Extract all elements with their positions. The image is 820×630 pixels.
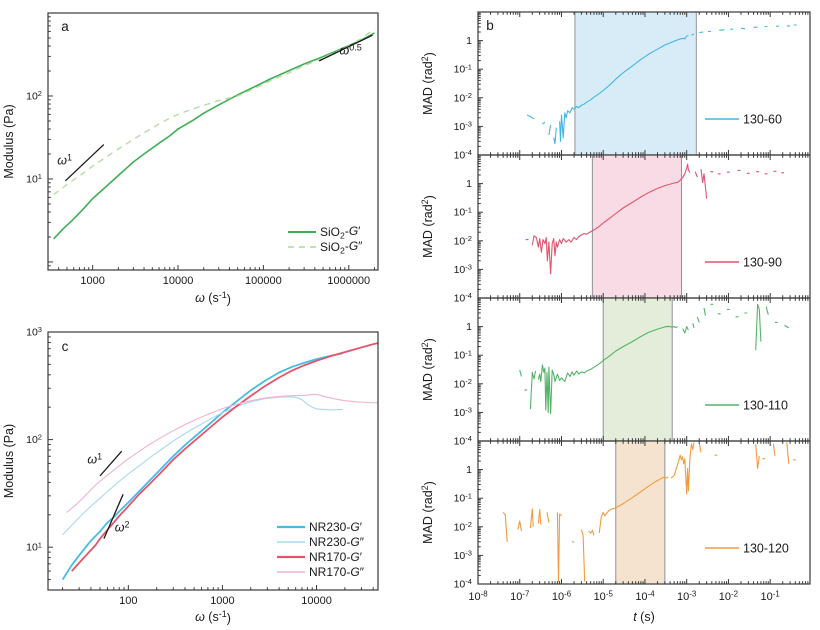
slope-annotation: ω0.5 xyxy=(339,43,361,58)
y-tick-label: 10-2 xyxy=(454,234,472,247)
legend-label: 130-90 xyxy=(743,256,782,270)
y-axis-label: Modulus (Pa) xyxy=(2,424,16,498)
legend-label: 130-110 xyxy=(743,399,788,413)
x-axis-label: t (s) xyxy=(633,610,655,624)
plot-border xyxy=(47,12,379,271)
y-tick-label: 103 xyxy=(26,325,42,338)
y-tick-label: 10-1 xyxy=(454,348,472,361)
series-SiO2-G xyxy=(53,32,375,240)
y-tick-label: 10-1 xyxy=(454,62,472,75)
y-tick-label: 10-3 xyxy=(454,262,472,275)
x-tick-label: 10-8 xyxy=(468,589,488,603)
highlight-band xyxy=(615,441,665,584)
series-NR230-G xyxy=(62,396,343,536)
subplot: 10-4 10-3 10-2 10-1 1 xyxy=(454,11,811,162)
x-axis-label: ω (s-1) xyxy=(195,290,231,307)
y-tick-label: 10-2 xyxy=(454,91,472,104)
y-tick-label: 1 xyxy=(466,178,472,190)
x-tick-label: 100 xyxy=(119,595,137,607)
y-axis-label: Modulus (Pa) xyxy=(2,104,16,178)
y-axis-label: MAD (rad2) xyxy=(420,195,437,258)
y-tick-label: 10-4 xyxy=(454,148,472,161)
y-tick-label: 10-2 xyxy=(454,377,472,390)
panel-label-c: c xyxy=(62,339,69,354)
slope-annotation: ω1 xyxy=(87,451,102,466)
legend-label: 130-120 xyxy=(743,542,789,556)
panel-c-chart: 100 1000 10000 101 102 103 ω1 ω2 c ω (s-1) Modulus… xyxy=(2,325,379,626)
legend-label: 130-60 xyxy=(743,113,782,127)
y-tick-label: 10-3 xyxy=(454,548,472,561)
slope-annotation: ω2 xyxy=(115,519,130,534)
y-tick-label: 10-3 xyxy=(454,405,472,418)
x-tick-label: 100000 xyxy=(245,275,282,287)
subplot: 10-4 10-3 10-2 10-1 1 xyxy=(454,297,811,448)
highlight-band xyxy=(603,298,673,441)
slope-guide-line xyxy=(99,450,123,477)
x-axis-label: ω (s-1) xyxy=(195,609,231,626)
legend-label: NR230-G″ xyxy=(309,535,365,549)
y-tick-label: 102 xyxy=(26,433,42,446)
x-tick-label: 10-5 xyxy=(594,589,614,603)
y-tick-label: 10-3 xyxy=(454,119,472,132)
y-tick-label: 1 xyxy=(466,464,472,476)
legend-label: NR230-G′ xyxy=(309,520,363,534)
legend-label: SiO2-G′ xyxy=(320,224,361,241)
y-tick-label: 10-1 xyxy=(454,491,472,504)
y-tick-label: 10-2 xyxy=(454,520,472,533)
panel-label-b: b xyxy=(486,18,494,33)
y-tick-label: 10-4 xyxy=(454,434,472,447)
y-tick-label: 1 xyxy=(466,35,472,47)
series-130-110 xyxy=(519,303,790,415)
y-tick-label: 1 xyxy=(466,321,472,333)
series-130-90 xyxy=(525,163,785,275)
y-tick-label: 101 xyxy=(26,172,42,185)
highlight-band xyxy=(592,155,682,298)
subplot: 1000 10000 100000 1000000 101 102 xyxy=(26,12,379,287)
x-tick-label: 1000 xyxy=(80,275,104,287)
series-NR230-G xyxy=(61,352,343,581)
slope-guide-line xyxy=(318,34,373,62)
legend-label: SiO2-G″ xyxy=(320,239,363,256)
y-axis-label: MAD (rad2) xyxy=(420,52,437,115)
series-NR170-G xyxy=(71,342,379,572)
subplot: 10-4 10-3 10-2 10-1 1 xyxy=(454,154,811,305)
y-axis-label: MAD (rad2) xyxy=(420,481,437,544)
x-tick-label: 10-7 xyxy=(510,589,529,603)
x-tick-label: 10000 xyxy=(301,595,332,607)
highlight-band xyxy=(574,12,697,155)
y-tick-label: 10-4 xyxy=(454,291,472,304)
series-NR170-G xyxy=(66,393,379,513)
subplot: 100 1000 10000 101 102 103 xyxy=(26,325,379,607)
x-tick-label: 10-6 xyxy=(552,589,572,603)
plot-border xyxy=(477,440,811,585)
y-tick-label: 101 xyxy=(26,540,42,553)
panel-a-chart: 1000 10000 100000 1000000 101 102 ω1 ω0.5 a ω (s-… xyxy=(2,12,379,307)
slope-guide-line xyxy=(64,144,105,182)
x-tick-label: 10-4 xyxy=(635,589,655,603)
legend-label: NR170-G″ xyxy=(309,565,365,579)
x-tick-label: 10000 xyxy=(163,275,194,287)
y-axis-label: MAD (rad2) xyxy=(420,338,437,401)
slope-annotation: ω1 xyxy=(57,152,72,167)
x-tick-label: 10-2 xyxy=(719,589,738,603)
y-tick-label: 10-4 xyxy=(454,577,472,590)
series-SiO2-G xyxy=(53,28,375,196)
subplot: 10-8 10-7 10-6 10-5 10-4 10-3 10-2 10-1 10-4 10-3… xyxy=(454,440,811,603)
panel-label-a: a xyxy=(61,19,69,34)
y-tick-label: 10-1 xyxy=(454,205,472,218)
y-tick-label: 102 xyxy=(26,89,42,102)
series-130-60 xyxy=(526,24,797,145)
x-tick-label: 1000000 xyxy=(327,275,370,287)
x-tick-label: 10-1 xyxy=(761,589,781,603)
x-tick-label: 10-3 xyxy=(677,589,697,603)
x-tick-label: 1000 xyxy=(210,595,234,607)
legend-label: NR170-G′ xyxy=(309,550,363,564)
slope-guide-line xyxy=(103,494,124,539)
